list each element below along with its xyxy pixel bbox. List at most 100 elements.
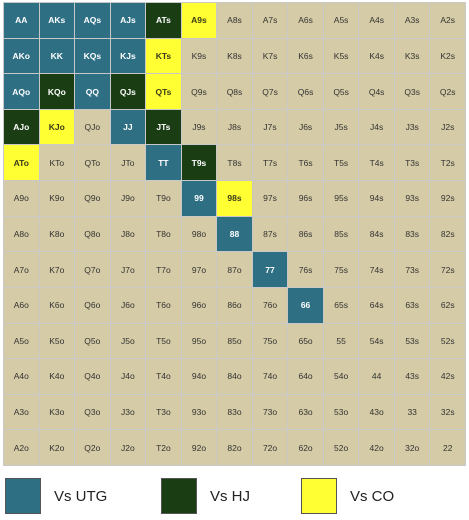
legend-item-co: Vs CO [301,476,394,516]
hand-cell: QQ [75,74,110,109]
hand-cell: KK [39,38,75,74]
hand-cell: 52s [430,323,465,359]
hand-cell: T4s [359,145,394,181]
hand-cell: T9o [146,181,181,216]
hand-cell: KJo [39,109,75,145]
hand-cell: 82o [217,430,252,465]
hand-cell: 64s [359,287,394,323]
hand-cell: T3s [394,145,430,181]
hand-cell: TT [146,145,181,181]
hand-cell: K5o [39,323,75,359]
hand-cell: A7o [4,252,39,287]
hand-cell: QTo [75,145,110,181]
hand-cell: A5s [323,3,359,38]
hand-cell: 86s [288,216,323,252]
hand-cell: 75o [252,323,288,359]
hand-cell: T3o [146,394,181,430]
hand-cell: K4o [39,359,75,394]
hand-cell: AJs [110,3,146,38]
hand-cell: 43o [359,394,394,430]
hand-cell: T9s [181,145,217,181]
hand-cell: 92o [181,430,217,465]
hand-cell: 96s [288,181,323,216]
hand-cell: A5o [4,323,39,359]
hand-cell: 22 [430,430,465,465]
hand-cell: 82s [430,216,465,252]
hand-cell: 77 [252,252,288,287]
hand-cell: K7o [39,252,75,287]
hand-cell: 95o [181,323,217,359]
hand-cell: J2o [110,430,146,465]
hand-cell: AJo [4,109,39,145]
hand-cell: J4s [359,109,394,145]
hand-cell: 65o [288,323,323,359]
hand-cell: T5o [146,323,181,359]
hand-cell: 98o [181,216,217,252]
hand-cell: A6o [4,287,39,323]
hand-cell: J3o [110,394,146,430]
hand-cell: 53s [394,323,430,359]
hand-cell: 73s [394,252,430,287]
hand-cell: 74o [252,359,288,394]
hand-cell: Q9s [181,74,217,109]
hand-cell: 75s [323,252,359,287]
hand-cell: 44 [359,359,394,394]
hand-cell: 87o [217,252,252,287]
hand-cell: Q4o [75,359,110,394]
hand-cell: A7s [252,3,288,38]
hand-cell: K2o [39,430,75,465]
hand-cell: 84o [217,359,252,394]
hand-cell: K4s [359,38,394,74]
hand-cell: 93s [394,181,430,216]
hand-cell: J4o [110,359,146,394]
hand-cell: J8s [217,109,252,145]
hand-cell: 62s [430,287,465,323]
legend-swatch-co [301,478,337,514]
hand-cell: 98s [217,181,252,216]
hand-cell: A4s [359,3,394,38]
hand-cell: K6s [288,38,323,74]
hand-cell: K5s [323,38,359,74]
hand-cell: K6o [39,287,75,323]
hand-cell: J2s [430,109,465,145]
hand-cell: K8o [39,216,75,252]
legend-label-utg: Vs UTG [54,487,108,505]
hand-cell: 92s [430,181,465,216]
hand-cell: T2s [430,145,465,181]
legend: Vs UTG Vs HJ Vs CO [0,476,469,516]
hand-cell: Q6o [75,287,110,323]
hand-cell: JTs [146,109,181,145]
hand-cell: A9s [181,3,217,38]
hand-cell: 83s [394,216,430,252]
hand-cell: KTs [146,38,181,74]
hand-cell: A8s [217,3,252,38]
hand-cell: 63o [288,394,323,430]
hand-cell: 74s [359,252,394,287]
hand-cell: J3s [394,109,430,145]
hand-cell: 97o [181,252,217,287]
hand-cell: ATo [4,145,39,181]
hand-cell: 96o [181,287,217,323]
hand-cell: JTo [110,145,146,181]
hand-cell: 43s [394,359,430,394]
legend-item-utg: Vs UTG [5,476,107,516]
hand-cell: J5o [110,323,146,359]
hand-cell: 86o [217,287,252,323]
hand-cell: 54o [323,359,359,394]
hand-cell: 65s [323,287,359,323]
hand-cell: AKs [39,3,75,38]
hand-cell: 95s [323,181,359,216]
hand-cell: T7o [146,252,181,287]
hand-cell: Q5s [323,74,359,109]
hand-cell: AKo [4,38,39,74]
hand-cell: A6s [288,3,323,38]
hand-cell: 54s [359,323,394,359]
hand-cell: A9o [4,181,39,216]
hand-cell: A3s [394,3,430,38]
hand-cell: Q8s [217,74,252,109]
hand-cell: T4o [146,359,181,394]
hand-range-grid: AA AKs AQs AJs ATs A9s A8s A7s A6s A5s A4s A3s A2s AK… [3,2,466,466]
hand-cell: 33 [394,394,430,430]
hand-cell: K8s [217,38,252,74]
hand-cell: 99 [181,181,217,216]
